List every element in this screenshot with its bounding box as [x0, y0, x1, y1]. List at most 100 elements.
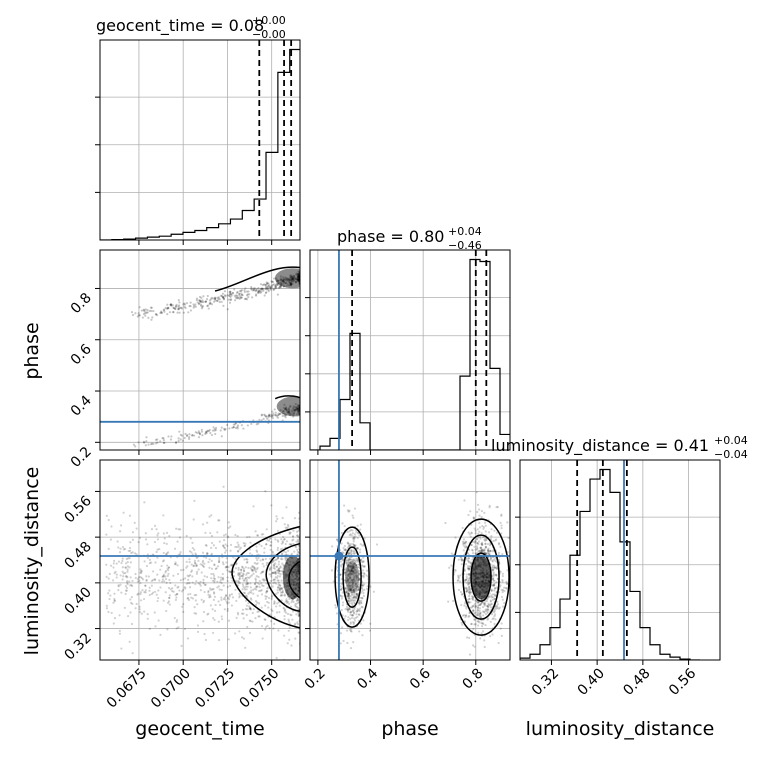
pt-point — [162, 309, 165, 312]
pt-point — [199, 300, 202, 304]
pt-point — [222, 298, 226, 301]
lt-point — [274, 578, 277, 581]
pt-point — [274, 286, 277, 289]
lt-point — [296, 623, 300, 626]
lt-point — [265, 543, 268, 546]
lt-point — [126, 561, 129, 564]
lt-point — [157, 589, 160, 592]
pt-point — [243, 297, 247, 301]
lt-point — [276, 569, 279, 572]
lt-point — [295, 605, 298, 609]
lt-point — [167, 600, 171, 603]
pt-point — [264, 283, 267, 286]
title-geocent-time-name: geocent_time — [96, 16, 205, 36]
lt-point — [119, 530, 122, 533]
pt-point — [276, 279, 280, 282]
lp-point — [341, 591, 344, 594]
lp-point — [468, 533, 471, 536]
lp-point — [362, 591, 365, 595]
lt-point — [156, 573, 159, 576]
lt-point — [269, 544, 272, 547]
lt-point — [227, 521, 230, 524]
lt-point — [145, 578, 148, 581]
pt-point — [229, 290, 232, 294]
title-luminosity-distance: luminosity_distance = 0.41 +0.04 −0.04 — [491, 434, 748, 461]
pt-point — [271, 414, 274, 418]
lp-point — [481, 542, 484, 546]
lp-point — [467, 577, 471, 580]
lp-point — [352, 588, 356, 591]
ld-hist-bar-12 — [640, 628, 650, 660]
lp-point — [463, 542, 466, 545]
lt-point — [167, 566, 170, 569]
lp-frame — [309, 459, 511, 661]
pt-point — [297, 278, 300, 281]
lt-point — [254, 617, 257, 620]
pt-point — [166, 313, 169, 316]
lp-point — [350, 566, 353, 569]
pt-point — [162, 436, 165, 440]
lt-point — [122, 548, 125, 551]
lp-point — [345, 591, 348, 594]
lt-point — [280, 570, 283, 573]
pt-point — [209, 301, 212, 304]
pt-point — [222, 304, 225, 307]
lp-point — [351, 579, 354, 582]
pt-frame — [99, 249, 301, 451]
pt-point — [253, 287, 256, 290]
lp-point — [347, 565, 350, 568]
lp-point — [492, 558, 496, 561]
lt-point — [260, 544, 263, 548]
ld-hist-frame — [519, 459, 721, 661]
pt-point — [185, 302, 189, 305]
lt-point — [105, 514, 108, 517]
lt-point — [139, 599, 143, 602]
lp-point — [354, 561, 357, 564]
lp-point — [489, 635, 492, 638]
lp-point — [346, 565, 350, 568]
pt-point — [292, 278, 295, 282]
lt-point — [169, 588, 172, 591]
pt-point — [284, 408, 287, 411]
lt-point — [140, 577, 143, 580]
pt-point — [292, 415, 295, 418]
lt-point — [202, 599, 206, 602]
lp-point — [488, 595, 491, 599]
lt-point — [260, 606, 263, 609]
lp-point — [500, 622, 503, 625]
lp-point — [355, 585, 358, 588]
lt-point — [296, 550, 300, 554]
lp-point — [362, 560, 365, 563]
pt-point — [296, 410, 300, 413]
lp-point — [345, 562, 348, 565]
lp-point — [477, 601, 480, 604]
pt-point — [272, 283, 276, 286]
pt-point — [297, 407, 300, 411]
lp-point — [347, 578, 350, 582]
lp-point — [474, 599, 477, 602]
lp-point — [357, 613, 361, 616]
pt-point — [235, 297, 238, 300]
lp-point — [494, 566, 498, 569]
lt-point — [277, 581, 281, 584]
pt-point — [211, 297, 215, 300]
lt-point — [289, 543, 292, 546]
lp-point — [362, 569, 365, 572]
lt-point — [213, 579, 216, 582]
lt-point — [150, 592, 153, 596]
lt-point — [226, 535, 229, 538]
lp-point — [349, 629, 352, 633]
lt-point — [191, 575, 194, 578]
lp-point — [450, 552, 453, 555]
lp-point — [355, 574, 358, 577]
lp-point — [348, 617, 352, 620]
lt-point — [204, 583, 207, 587]
lp-point — [360, 559, 363, 562]
lp-point — [348, 558, 351, 561]
lp-point — [351, 580, 354, 583]
pt-point — [269, 288, 272, 291]
pt-point — [187, 311, 190, 314]
lp-point — [493, 564, 496, 567]
lp-point — [349, 587, 353, 591]
lt-xtick-label-0: 0.0675 — [104, 666, 150, 712]
